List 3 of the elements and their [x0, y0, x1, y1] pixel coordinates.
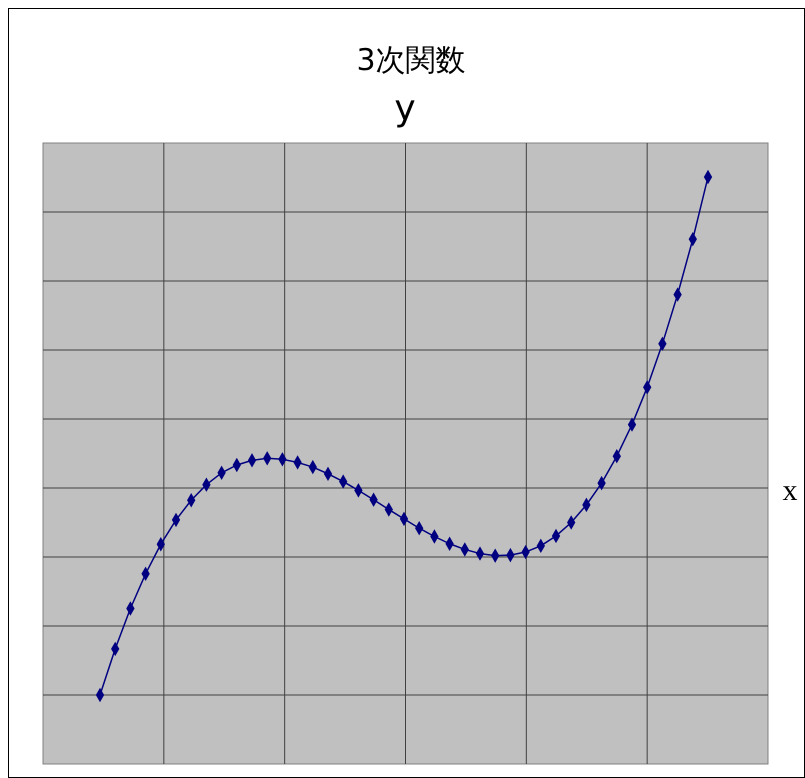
chart-title: 3次関数 [356, 43, 466, 78]
y-axis-title: y [394, 88, 416, 129]
x-axis-title: x [782, 474, 798, 507]
